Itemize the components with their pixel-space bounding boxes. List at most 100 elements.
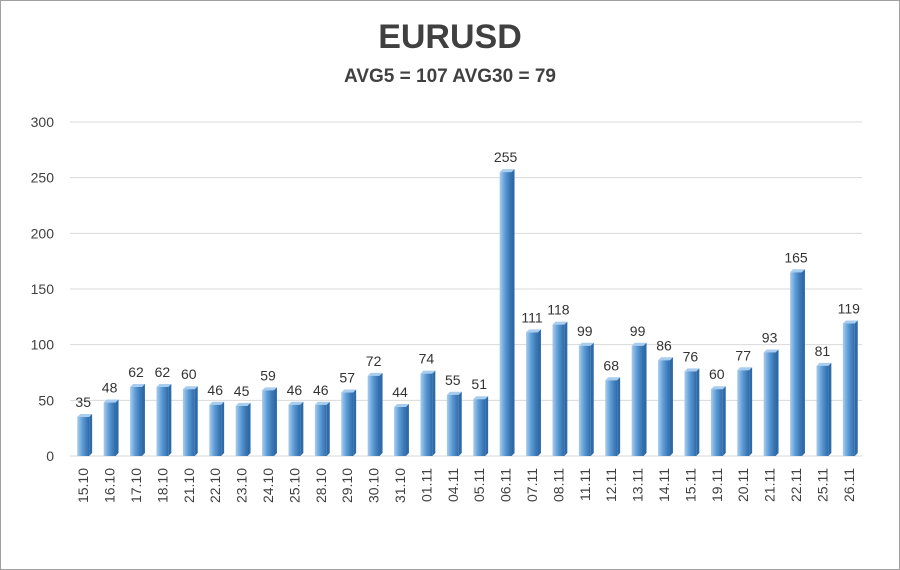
bar-side — [432, 370, 436, 456]
data-label: 111 — [521, 309, 542, 325]
bar-side — [89, 414, 93, 456]
data-label: 60 — [181, 366, 197, 382]
bar-top — [526, 329, 541, 333]
bar-top — [605, 377, 621, 381]
bar-side — [353, 389, 357, 456]
bar-side — [273, 387, 277, 456]
chart-subtitle: AVG5 = 107 AVG30 = 79 — [344, 66, 556, 87]
bar — [473, 399, 486, 456]
x-tick-label: 15.10 — [75, 468, 91, 503]
x-tick-label: 01.11 — [418, 468, 434, 502]
data-labels: 35 48 62 62 60 46 45 59 46 46 57 72 44 74 55 51 255 111 11… — [75, 149, 860, 410]
bar-side — [590, 342, 594, 456]
x-tick-label: 12.11 — [603, 468, 619, 502]
bar-side — [485, 396, 489, 456]
bar — [816, 365, 829, 456]
x-tick-label: 31.10 — [392, 468, 408, 503]
data-label: 60 — [709, 366, 725, 382]
data-label: 46 — [207, 382, 223, 398]
bar — [288, 404, 301, 456]
bar-top — [684, 368, 700, 372]
x-tick-label: 25.10 — [286, 468, 302, 503]
bar-side — [617, 377, 621, 456]
x-tick-label: 06.11 — [498, 468, 514, 502]
bar — [552, 324, 565, 456]
bar-top — [763, 349, 779, 353]
bar-side — [537, 329, 541, 456]
data-label: 68 — [603, 357, 619, 373]
bar-side — [643, 342, 647, 456]
bar — [262, 390, 274, 456]
bar-top — [816, 362, 832, 366]
x-tick-label: 29.10 — [339, 468, 355, 503]
bar — [103, 402, 116, 456]
bar — [578, 345, 591, 456]
x-tick-label: 05.11 — [471, 468, 487, 502]
bar — [235, 405, 248, 456]
data-label: 77 — [735, 347, 751, 363]
x-axis: 15.10 16.10 17.10 18.10 21.10 22.10 23.10 24.10… — [75, 468, 857, 503]
bar-top — [552, 321, 568, 325]
bar — [737, 370, 750, 456]
x-tick-label: 14.11 — [656, 468, 672, 502]
data-label: 118 — [547, 302, 570, 318]
data-label: 86 — [656, 337, 672, 353]
data-label: 57 — [339, 370, 355, 386]
bar-side — [194, 386, 198, 456]
x-tick-label: 15.11 — [682, 468, 698, 502]
y-tick-label: 100 — [31, 337, 55, 353]
bar-side — [828, 362, 832, 456]
bar-side — [458, 391, 462, 456]
data-label: 99 — [577, 323, 593, 339]
x-tick-label: 24.10 — [260, 468, 276, 503]
x-tick-label: 17.10 — [128, 468, 144, 503]
grid-lines — [70, 121, 862, 457]
bar-top — [77, 414, 93, 418]
bar-side — [300, 401, 304, 456]
bar-top — [842, 320, 858, 324]
bar-top — [446, 391, 462, 395]
bar — [394, 407, 406, 456]
x-tick-label: 26.11 — [841, 468, 857, 502]
bar-top — [473, 396, 489, 400]
bar — [658, 360, 670, 456]
x-tick-label: 07.11 — [524, 468, 540, 502]
x-tick-label: 08.11 — [550, 468, 566, 502]
bar-top — [710, 386, 726, 390]
data-label: 59 — [260, 367, 276, 383]
bar-side — [168, 383, 172, 456]
data-label: 55 — [445, 372, 461, 388]
bar-top — [790, 269, 805, 273]
x-tick-label: 21.11 — [762, 468, 778, 502]
bar-top — [314, 401, 330, 405]
data-label: 62 — [155, 364, 171, 380]
y-tick-label: 200 — [31, 225, 55, 241]
x-tick-label: 21.10 — [181, 468, 197, 503]
x-tick-label: 20.11 — [735, 468, 751, 502]
bar-side — [247, 402, 251, 456]
bar-top — [182, 386, 198, 390]
data-label: 165 — [784, 249, 808, 265]
bar — [446, 394, 459, 456]
bar-top — [394, 404, 409, 408]
x-tick-label: 25.11 — [814, 468, 830, 502]
bar-top — [235, 402, 251, 406]
data-label: 46 — [313, 382, 329, 398]
bar-side — [379, 372, 383, 456]
data-label: 44 — [392, 384, 408, 400]
y-tick-label: 150 — [31, 281, 55, 297]
bar-side — [141, 383, 145, 456]
y-tick-label: 300 — [31, 114, 55, 130]
bar-top — [367, 372, 383, 376]
x-tick-label: 19.11 — [709, 468, 725, 502]
bar — [710, 389, 723, 456]
x-tick-label: 28.10 — [313, 468, 329, 503]
data-label: 46 — [287, 382, 303, 398]
bar — [763, 352, 776, 456]
bar-top — [130, 383, 145, 387]
bar — [420, 373, 433, 456]
bar-side — [801, 269, 805, 456]
bar-top — [103, 399, 119, 403]
bar-side — [221, 401, 225, 456]
